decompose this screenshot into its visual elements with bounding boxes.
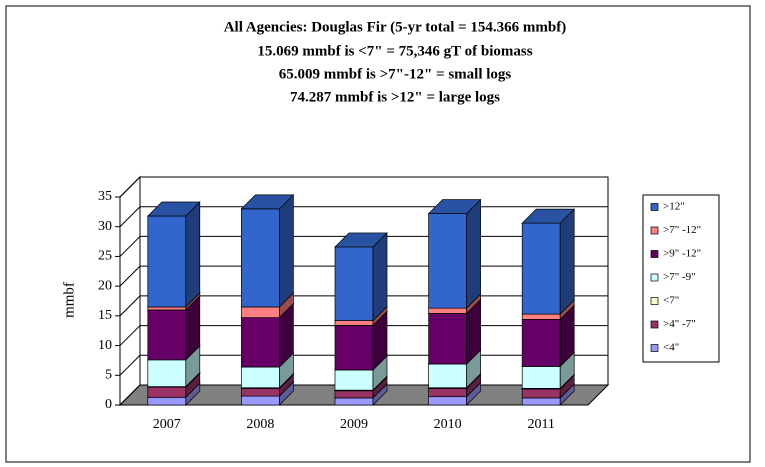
- bar-segment-front: [147, 386, 187, 398]
- legend-label: >7" -12": [663, 224, 701, 236]
- y-tick-label: 30: [98, 219, 112, 234]
- bar-segment-front: [147, 215, 187, 308]
- bar-segment-front: [521, 319, 561, 367]
- grid-line: [119, 176, 141, 198]
- y-axis-label: mmbf: [61, 282, 77, 318]
- y-tick-label: 0: [105, 397, 112, 412]
- chart-subtitle: 74.287 mmbf is >12" = large logs: [290, 89, 500, 105]
- legend-swatch: [650, 273, 659, 282]
- y-tick-label: 20: [98, 278, 112, 293]
- chart-subtitle: 65.009 mmbf is >7"-12" = small logs: [279, 66, 512, 82]
- x-tick-label: 2007: [153, 417, 181, 432]
- bar-segment-top: [334, 232, 388, 248]
- y-tick-label: 25: [98, 249, 112, 264]
- bar-segment-top: [427, 199, 482, 214]
- bar-segment-front: [147, 306, 187, 311]
- bar-segment-front: [334, 369, 374, 391]
- x-tick-label: 2008: [246, 417, 274, 432]
- bar-segment-side: [372, 232, 388, 322]
- bar-segment-front: [428, 307, 467, 314]
- legend-swatch: [650, 297, 659, 305]
- grid-line: [119, 384, 141, 406]
- bar-segment-front: [334, 246, 374, 321]
- legend-label: >9" -12": [663, 248, 701, 260]
- bar-segment-front: [521, 397, 561, 406]
- bar-segment-front: [147, 396, 187, 406]
- bar-segment-front: [241, 208, 280, 308]
- bar-segment-front: [334, 320, 374, 326]
- bar-segment-front: [428, 213, 467, 309]
- bar-segment-front: [241, 395, 280, 406]
- legend-swatch: [650, 320, 659, 329]
- legend-swatch: [650, 344, 659, 352]
- legend-label: >7" -9": [663, 271, 696, 283]
- x-tick-label: 2010: [434, 417, 462, 432]
- bar-segment-front: [241, 366, 280, 389]
- legend-label: >12": [663, 201, 685, 213]
- bar-segment-front: [147, 359, 187, 387]
- y-tick-label: 15: [98, 308, 112, 323]
- bar-segment-top: [240, 194, 295, 210]
- y-tick-label: 5: [105, 368, 112, 383]
- bar-segment-front: [521, 222, 561, 315]
- x-tick-label: 2011: [527, 417, 554, 432]
- bar-segment-front: [241, 388, 280, 397]
- legend-label: <4": [663, 342, 679, 354]
- bar-segment-front: [521, 366, 561, 389]
- bar-segment-front: [334, 325, 374, 371]
- bar-segment-front: [428, 396, 467, 406]
- bar-segment-front: [241, 317, 280, 368]
- y-tick-label: 10: [98, 338, 112, 353]
- bar-segment-side: [559, 208, 575, 315]
- y-tick-label: 35: [98, 189, 112, 204]
- grid-line: [119, 265, 141, 287]
- bar-segment-top: [521, 208, 576, 224]
- chart-subtitle: 15.069 mmbf is <7" = 75,346 gT of biomas…: [257, 43, 532, 59]
- grid-line: [119, 325, 141, 346]
- grid-line: [119, 236, 141, 257]
- bar-segment-front: [521, 388, 561, 399]
- bar-segment-front: [241, 306, 280, 318]
- legend-label: <7": [663, 295, 679, 307]
- bar-segment-side: [279, 194, 294, 308]
- grid-line: [119, 206, 141, 228]
- bar-segment-front: [147, 309, 187, 361]
- bar-segment-front: [334, 397, 374, 406]
- bar-segment-front: [428, 363, 467, 389]
- bar-segment-side: [466, 198, 481, 309]
- chart-title: All Agencies: Douglas Fir (5-yr total = …: [224, 19, 567, 35]
- grid-line: [119, 295, 141, 317]
- legend-swatch: [650, 226, 659, 235]
- x-tick-label: 2009: [340, 417, 368, 432]
- bar-segment-front: [521, 313, 561, 320]
- bar-segment-top: [146, 201, 201, 217]
- bar-segment-front: [334, 390, 374, 399]
- legend-label: >4" -7": [663, 318, 696, 330]
- bar-segment-front: [428, 388, 467, 398]
- bar-segment-side: [185, 201, 201, 308]
- legend-swatch: [650, 203, 659, 211]
- legend-swatch: [650, 250, 659, 258]
- bar-segment-front: [428, 313, 467, 365]
- grid-line: [119, 354, 141, 376]
- side-wall: [119, 175, 141, 407]
